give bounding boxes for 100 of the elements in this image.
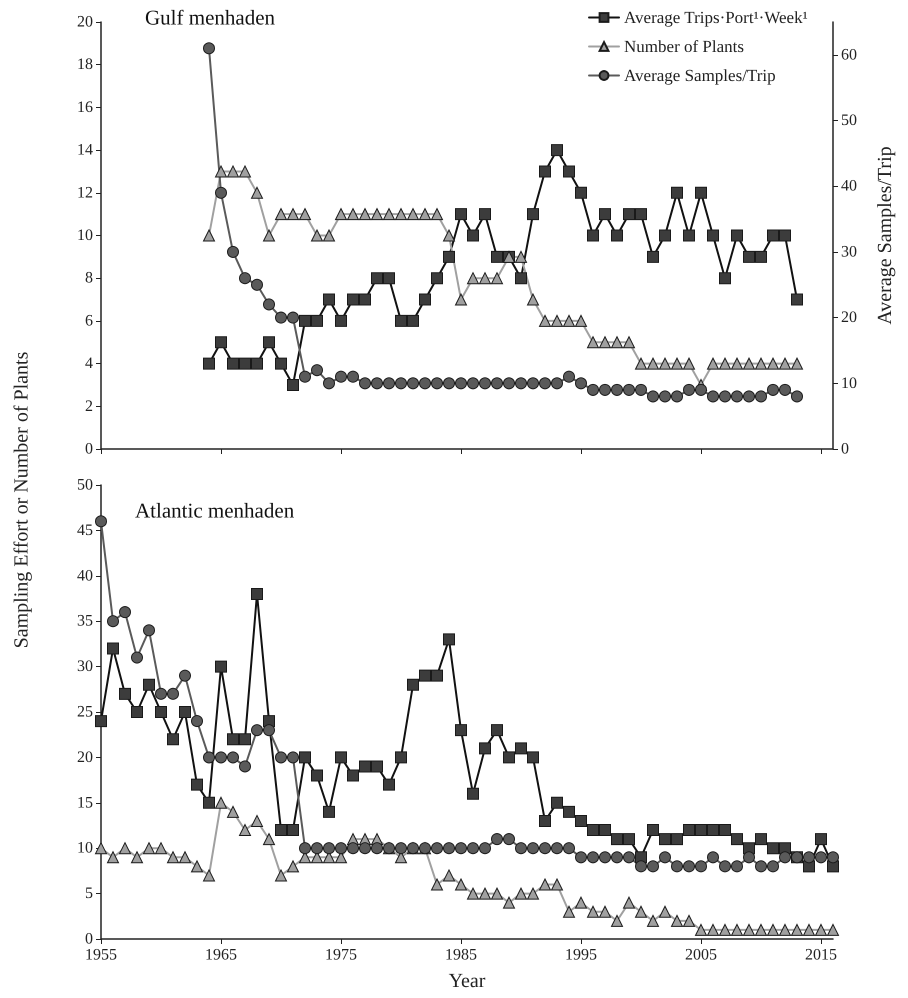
point xyxy=(443,230,455,242)
legend-label: Average Samples/Trip xyxy=(624,66,776,85)
y-tick-label: 0 xyxy=(85,440,93,458)
point xyxy=(431,272,443,284)
point xyxy=(587,336,599,348)
point xyxy=(203,230,215,242)
point xyxy=(599,384,611,396)
point xyxy=(239,165,251,178)
point xyxy=(659,390,671,402)
point xyxy=(347,370,359,383)
point xyxy=(467,272,479,284)
point xyxy=(527,294,539,306)
point xyxy=(347,208,359,220)
point xyxy=(251,358,263,370)
point xyxy=(659,358,671,370)
point xyxy=(227,246,239,258)
point xyxy=(347,294,359,306)
point xyxy=(539,314,551,327)
point xyxy=(275,208,287,220)
point xyxy=(407,314,419,327)
point xyxy=(419,208,431,220)
x-axis-title: Year xyxy=(448,970,486,992)
y-tick-label: 18 xyxy=(77,56,93,74)
point xyxy=(707,358,719,370)
point xyxy=(383,208,395,220)
y2-axis-title: Average Samples/Trip xyxy=(874,146,896,325)
point xyxy=(323,377,335,390)
x-tick-label: 1975 xyxy=(325,946,357,964)
point xyxy=(455,377,467,390)
point xyxy=(647,358,659,370)
point xyxy=(707,390,719,402)
point xyxy=(515,250,527,263)
point xyxy=(731,358,743,370)
point xyxy=(239,272,251,284)
x-tick-label: 1995 xyxy=(565,946,597,964)
point xyxy=(587,384,599,396)
point xyxy=(443,250,455,263)
point xyxy=(599,208,611,220)
point xyxy=(755,390,767,402)
point xyxy=(635,384,647,396)
point xyxy=(779,384,791,396)
point xyxy=(455,208,467,220)
y-tick-label: 14 xyxy=(77,142,93,159)
point xyxy=(563,314,575,327)
y2-tick-label: 40 xyxy=(841,178,857,195)
point xyxy=(263,230,275,242)
y2-tick-label: 20 xyxy=(841,309,857,326)
point xyxy=(635,358,647,370)
point xyxy=(479,377,491,390)
point xyxy=(395,208,407,220)
point xyxy=(743,250,755,263)
point xyxy=(239,358,251,370)
y-tick-label: 8 xyxy=(85,270,93,287)
point xyxy=(731,230,743,242)
y2-tick-label: 30 xyxy=(841,243,857,260)
point xyxy=(515,272,527,284)
point xyxy=(503,377,515,390)
point xyxy=(227,165,239,178)
point xyxy=(227,358,239,370)
point xyxy=(671,186,683,199)
point xyxy=(563,370,575,383)
y-tick-label: 12 xyxy=(77,184,93,202)
point xyxy=(323,294,335,306)
point xyxy=(743,390,755,402)
point xyxy=(551,377,563,390)
point xyxy=(767,358,779,370)
y-tick-label: 10 xyxy=(77,227,93,244)
point xyxy=(299,208,311,220)
point xyxy=(755,250,767,263)
point xyxy=(215,336,227,348)
point xyxy=(671,390,683,402)
y-axis-title: Sampling Effort or Number of Plants xyxy=(10,352,34,648)
point xyxy=(467,377,479,390)
legend-label: Average Trips·Port¹·Week¹ xyxy=(624,8,808,27)
point xyxy=(491,272,503,284)
y2-tick-label: 10 xyxy=(841,374,857,392)
x-tick-label: 2015 xyxy=(805,946,837,964)
point xyxy=(611,384,623,396)
point xyxy=(335,314,347,327)
point xyxy=(383,272,395,284)
point xyxy=(467,230,479,242)
y2-tick-label: 50 xyxy=(841,112,857,130)
point xyxy=(395,377,407,390)
point xyxy=(203,42,215,54)
point xyxy=(719,390,731,402)
x-tick-label: 1985 xyxy=(445,946,477,964)
point xyxy=(359,208,371,220)
point xyxy=(371,377,383,390)
point xyxy=(611,336,623,348)
point xyxy=(275,358,287,370)
point xyxy=(659,230,671,242)
point xyxy=(479,208,491,220)
point xyxy=(455,294,467,306)
point xyxy=(719,272,731,284)
point xyxy=(251,186,263,199)
point xyxy=(551,144,563,156)
point xyxy=(791,358,803,370)
y-tick-label: 10 xyxy=(77,840,93,857)
point xyxy=(335,370,347,383)
y-tick-label: 15 xyxy=(77,794,93,812)
